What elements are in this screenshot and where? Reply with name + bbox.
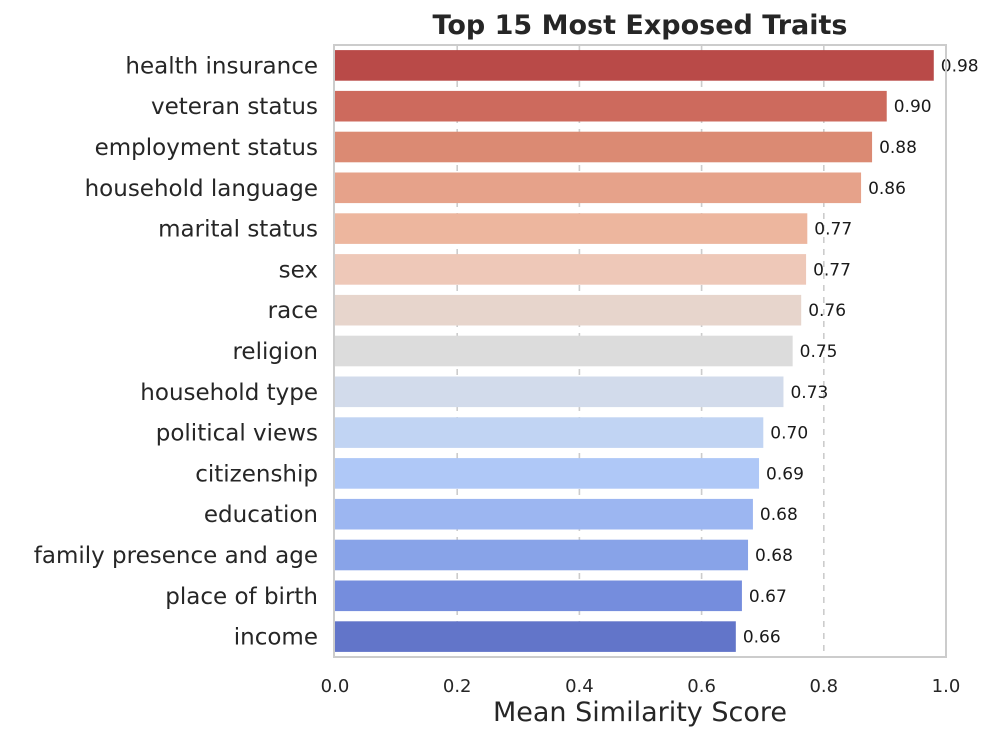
- y-tick-label: political views: [156, 421, 318, 447]
- x-tick-label: 0.6: [687, 676, 716, 697]
- bar: [335, 458, 760, 489]
- x-tick-label: 0.2: [443, 676, 472, 697]
- x-tick-label: 0.4: [565, 676, 594, 697]
- value-label: 0.69: [766, 464, 804, 484]
- value-label: 0.98: [941, 56, 979, 76]
- value-label: 0.86: [868, 179, 906, 199]
- bar: [335, 294, 802, 326]
- y-tick-label: race: [268, 298, 318, 324]
- bar: [335, 376, 784, 408]
- y-tick-label: veteran status: [151, 94, 318, 120]
- x-axis-label: Mean Similarity Score: [493, 697, 787, 728]
- bar: [335, 498, 753, 530]
- value-label: 0.75: [800, 342, 838, 362]
- bar: [335, 621, 736, 652]
- y-tick-label: citizenship: [195, 461, 318, 487]
- y-tick-label: household type: [140, 380, 318, 406]
- bar: [335, 335, 793, 367]
- x-tick-label: 1.0: [932, 676, 961, 697]
- y-tick-label: employment status: [95, 135, 318, 161]
- x-tick-labels: 0.0 0.2 0.4 0.6 0.8 1.0: [321, 676, 961, 697]
- bar: [335, 213, 808, 244]
- plot-frame: [333, 44, 947, 658]
- y-tick-label: religion: [232, 339, 318, 365]
- value-label: 0.88: [879, 138, 917, 158]
- x-tick-label: 0.0: [321, 676, 350, 697]
- y-tick-labels: health insurance veteran status employment…: [34, 53, 318, 650]
- bar: [335, 254, 807, 285]
- y-tick-label: marital status: [158, 217, 318, 243]
- value-label: 0.68: [755, 546, 793, 566]
- value-label: 0.73: [790, 383, 828, 403]
- chart-title: Top 15 Most Exposed Traits: [433, 10, 848, 41]
- y-tick-label: education: [204, 502, 318, 528]
- bars: 0.98 0.90 0.88 0.86 0.77 0.77 0.76 0.75 0.73 0.70…: [335, 50, 979, 652]
- bar: [335, 172, 862, 204]
- value-label: 0.70: [770, 424, 808, 444]
- value-label: 0.77: [814, 220, 852, 240]
- value-label: 0.66: [743, 628, 781, 648]
- value-label: 0.67: [749, 587, 787, 607]
- x-tick-label: 0.8: [809, 676, 838, 697]
- bar: [335, 580, 742, 612]
- bar: [335, 90, 887, 122]
- value-label: 0.77: [813, 260, 851, 280]
- y-tick-label: sex: [279, 257, 318, 283]
- bar: [335, 131, 873, 163]
- value-label: 0.68: [760, 505, 798, 525]
- y-tick-label: place of birth: [165, 584, 318, 610]
- y-tick-label: health insurance: [125, 53, 318, 79]
- value-label: 0.76: [808, 301, 846, 321]
- y-tick-label: family presence and age: [34, 543, 318, 569]
- y-tick-label: household language: [85, 176, 318, 202]
- bar: [335, 417, 764, 448]
- bar: [335, 539, 749, 571]
- y-tick-label: income: [234, 625, 318, 651]
- bar: [335, 50, 934, 81]
- value-label: 0.90: [894, 97, 932, 117]
